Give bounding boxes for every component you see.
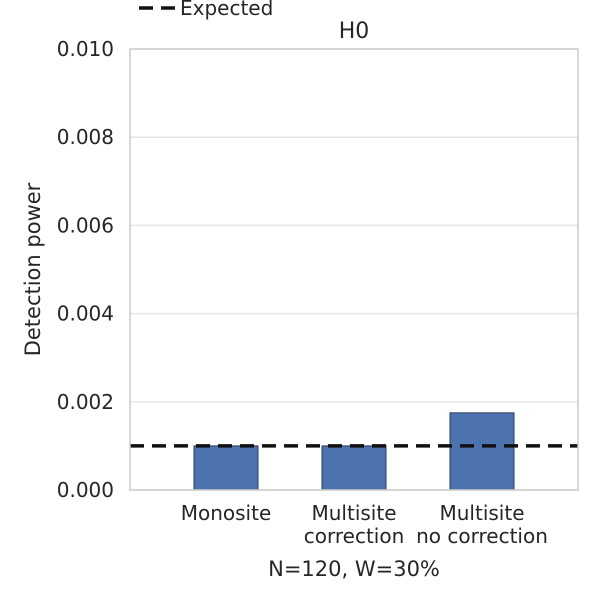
- x-category-label: Multisite: [311, 501, 396, 525]
- y-tick-labels: 0.000 0.002 0.004 0.006 0.008 0.010: [57, 37, 114, 502]
- bar: [193, 445, 259, 491]
- y-tick-label: 0.010: [57, 37, 114, 61]
- y-tick-label: 0.008: [57, 125, 114, 149]
- bar: [449, 412, 515, 491]
- x-category-label: Multisite: [439, 501, 524, 525]
- y-tick-label: 0.004: [57, 302, 114, 326]
- legend: Expected: [139, 0, 273, 20]
- x-category-label: Monosite: [181, 501, 272, 525]
- chart-title: H0: [339, 19, 370, 44]
- y-tick-label: 0.006: [57, 213, 114, 237]
- legend-label-expected: Expected: [180, 0, 273, 20]
- y-axis-label: Detection power: [21, 182, 45, 356]
- plot-frame: [129, 48, 579, 491]
- y-tick-label: 0.002: [57, 390, 114, 414]
- x-category-label: no correction: [416, 524, 548, 548]
- y-tick-label: 0.000: [57, 478, 114, 502]
- bars-layer: [193, 412, 515, 491]
- x-axis-label: N=120, W=30%: [268, 557, 440, 581]
- x-category-label: correction: [304, 524, 405, 548]
- bar: [321, 445, 387, 491]
